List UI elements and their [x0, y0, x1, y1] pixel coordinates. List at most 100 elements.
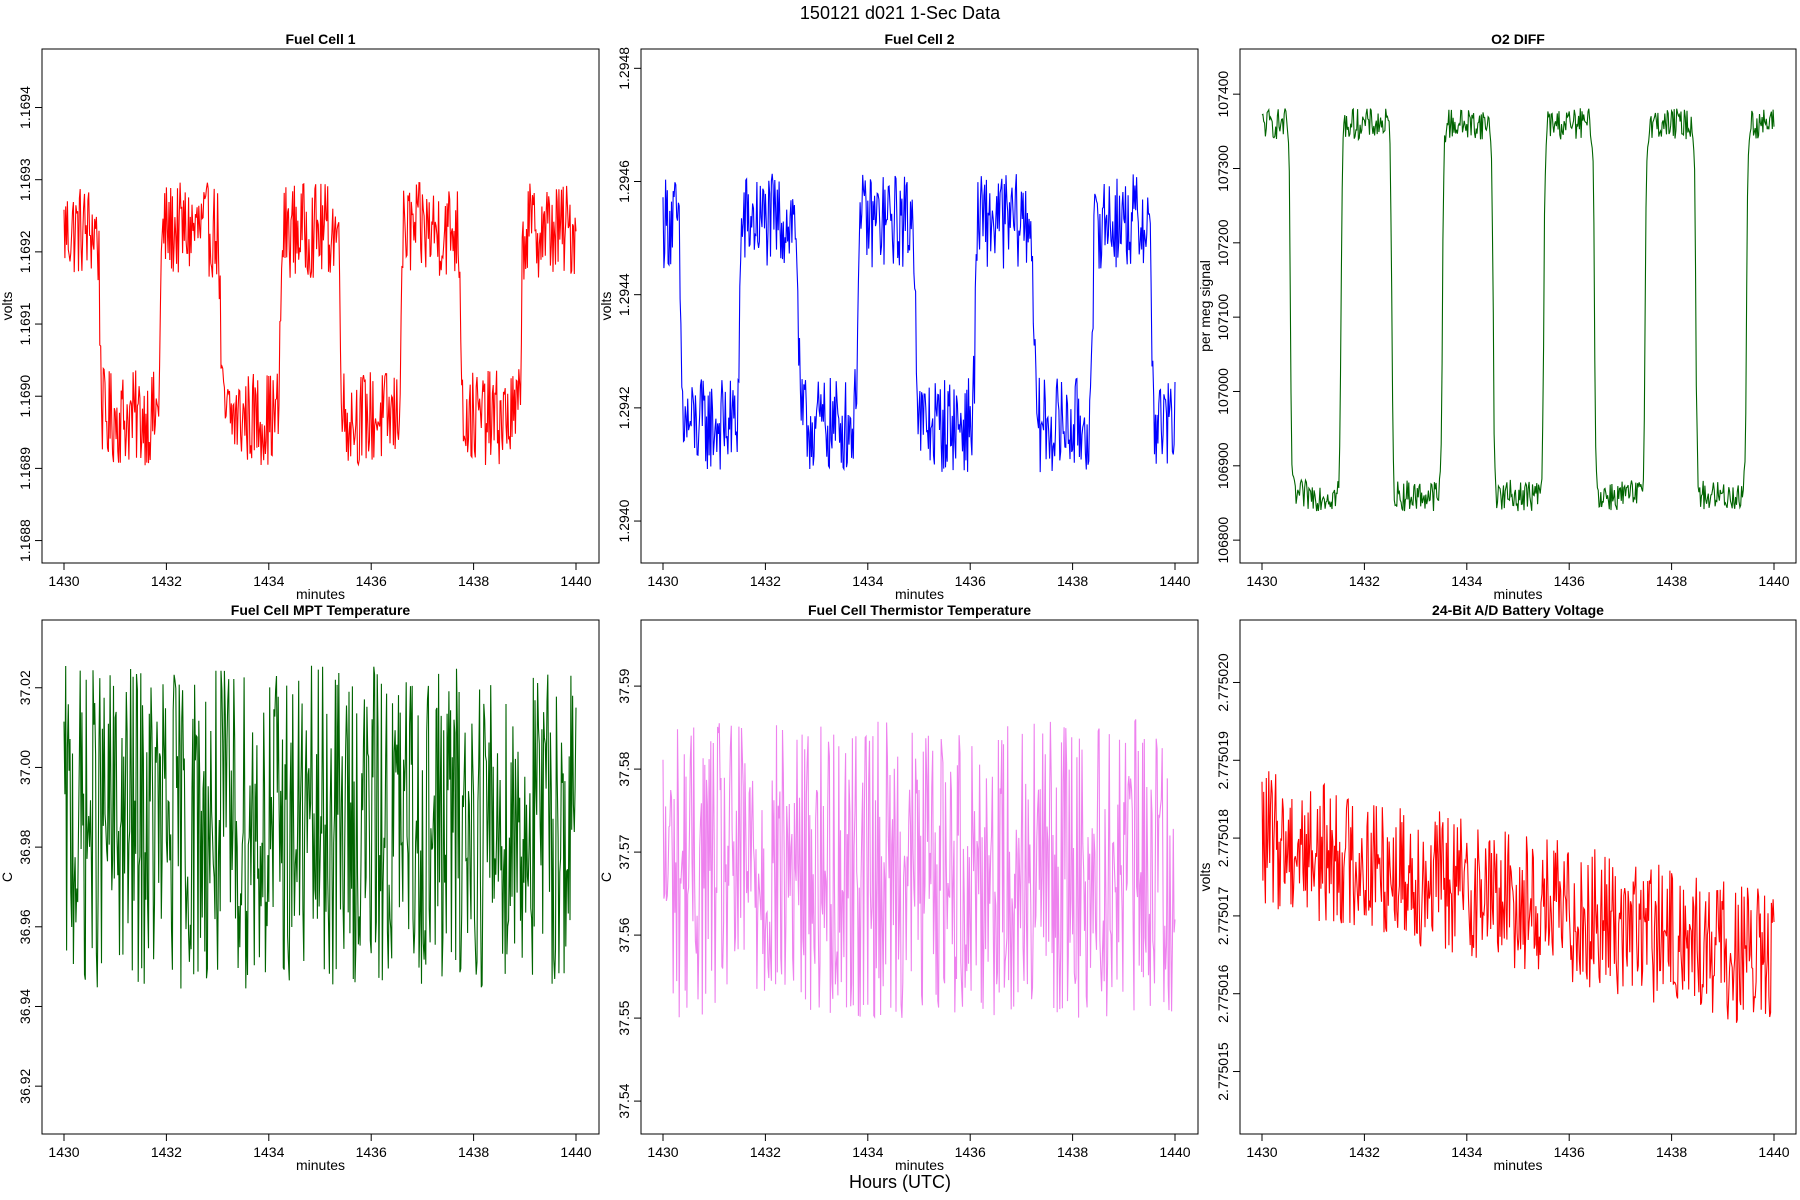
panel-battery-voltage: 24-Bit A/D Battery Voltage minutes volts…	[1197, 602, 1797, 1173]
x-tick-label: 1434	[253, 1144, 284, 1160]
x-tick-label: 1430	[647, 1144, 678, 1160]
panel-fuel-cell-1: Fuel Cell 1 minutes volts 1430 1432 1434 14…	[0, 31, 600, 602]
y-tick-label: 2.775016	[1215, 964, 1231, 1023]
plot-frame	[1239, 619, 1797, 1135]
x-tick-label: 1432	[151, 1144, 182, 1160]
y-tick-label: 1.1694	[17, 86, 33, 129]
y-tick-label: 1.1691	[17, 302, 33, 345]
y-tick-label: 2.775017	[1215, 887, 1231, 946]
x-tick-label: 1434	[852, 573, 883, 589]
x-tick-label: 1434	[253, 573, 284, 589]
x-tick-label: 1438	[1656, 573, 1687, 589]
y-tick-label: 1.1688	[17, 519, 33, 562]
series-line	[1261, 107, 1775, 512]
y-axis-label: per meg signal	[1197, 260, 1213, 352]
x-tick-label: 1436	[1554, 573, 1585, 589]
x-tick-label: 1436	[356, 1144, 387, 1160]
x-tick-label: 1438	[1057, 1144, 1088, 1160]
figure-xlabel: Hours (UTC)	[849, 1172, 951, 1192]
y-tick-label: 2.775015	[1215, 1042, 1231, 1101]
figure-title: 150121 d021 1-Sec Data	[800, 3, 1001, 23]
y-tick-label: 106800	[1215, 517, 1231, 564]
y-tick-label: 37.59	[616, 668, 632, 703]
x-tick-label: 1432	[151, 573, 182, 589]
y-tick-label: 107000	[1215, 368, 1231, 415]
series-line	[662, 173, 1176, 473]
y-tick-label: 37.54	[616, 1083, 632, 1118]
y-tick-label: 1.1689	[17, 447, 33, 490]
x-axis-label: minutes	[296, 586, 345, 602]
plot-frame	[41, 619, 600, 1135]
panel-title: Fuel Cell 2	[884, 31, 954, 47]
plot-frame	[640, 48, 1199, 564]
x-tick-label: 1438	[1057, 573, 1088, 589]
y-tick-label: 1.1693	[17, 158, 33, 201]
plot-frame	[1239, 48, 1797, 564]
x-tick-label: 1432	[750, 573, 781, 589]
y-tick-label: 1.2948	[616, 47, 632, 90]
x-tick-label: 1432	[1349, 573, 1380, 589]
x-tick-label: 1430	[647, 573, 678, 589]
x-tick-label: 1440	[1758, 1144, 1789, 1160]
x-tick-label: 1436	[955, 573, 986, 589]
x-axis-label: minutes	[895, 1157, 944, 1173]
panel-title: Fuel Cell Thermistor Temperature	[808, 602, 1031, 618]
x-tick-label: 1440	[560, 1144, 591, 1160]
x-tick-label: 1440	[1159, 573, 1190, 589]
series-line	[662, 719, 1176, 1019]
x-tick-label: 1434	[852, 1144, 883, 1160]
x-tick-label: 1430	[48, 573, 79, 589]
y-tick-label: 2.775020	[1215, 653, 1231, 712]
y-tick-label: 1.2944	[616, 273, 632, 316]
y-tick-label: 1.2946	[616, 160, 632, 203]
y-tick-label: 36.96	[17, 909, 33, 944]
x-tick-label: 1440	[1159, 1144, 1190, 1160]
y-tick-label: 37.02	[17, 670, 33, 705]
panel-mpt-temperature: Fuel Cell MPT Temperature minutes C 1430…	[0, 602, 600, 1173]
panel-title: 24-Bit A/D Battery Voltage	[1432, 602, 1604, 618]
y-tick-label: 36.92	[17, 1068, 33, 1103]
panel-fuel-cell-2: Fuel Cell 2 minutes volts 1430 1432 1434 14…	[598, 31, 1199, 602]
plot-frame	[41, 48, 600, 564]
y-axis-label: C	[0, 872, 15, 882]
y-axis-label: volts	[0, 292, 15, 321]
y-tick-label: 36.94	[17, 989, 33, 1024]
y-tick-label: 37.58	[616, 751, 632, 786]
y-tick-label: 36.98	[17, 829, 33, 864]
y-tick-label: 107300	[1215, 145, 1231, 192]
panel-title: Fuel Cell 1	[285, 31, 355, 47]
y-tick-label: 37.57	[616, 834, 632, 869]
y-tick-label: 1.2940	[616, 499, 632, 542]
panel-title: O2 DIFF	[1491, 31, 1545, 47]
y-tick-label: 1.2942	[616, 386, 632, 429]
x-tick-label: 1438	[1656, 1144, 1687, 1160]
y-axis-label: C	[598, 872, 614, 882]
x-axis-label: minutes	[296, 1157, 345, 1173]
panel-o2-diff: O2 DIFF minutes per meg signal 1430 1432 1…	[1197, 31, 1797, 602]
y-tick-label: 1.1690	[17, 375, 33, 418]
x-tick-label: 1430	[1246, 1144, 1277, 1160]
x-axis-label: minutes	[895, 586, 944, 602]
x-tick-label: 1434	[1451, 573, 1482, 589]
panel-title: Fuel Cell MPT Temperature	[231, 602, 411, 618]
y-axis-label: volts	[1197, 863, 1213, 892]
series-line	[63, 181, 577, 467]
x-tick-label: 1436	[1554, 1144, 1585, 1160]
x-axis-label: minutes	[1493, 1157, 1542, 1173]
x-tick-label: 1438	[458, 1144, 489, 1160]
y-tick-label: 106900	[1215, 442, 1231, 489]
y-tick-label: 2.775018	[1215, 809, 1231, 868]
y-tick-label: 1.1692	[17, 230, 33, 273]
y-tick-label: 107100	[1215, 294, 1231, 341]
x-tick-label: 1430	[1246, 573, 1277, 589]
y-tick-label: 2.775019	[1215, 731, 1231, 790]
series-line	[1261, 771, 1775, 1023]
x-tick-label: 1434	[1451, 1144, 1482, 1160]
plot-frame	[640, 619, 1199, 1135]
y-tick-label: 107200	[1215, 219, 1231, 266]
x-tick-label: 1430	[48, 1144, 79, 1160]
y-tick-label: 37.56	[616, 917, 632, 952]
y-axis-label: volts	[598, 292, 614, 321]
panel-thermistor-temperature: Fuel Cell Thermistor Temperature minutes…	[598, 602, 1199, 1173]
